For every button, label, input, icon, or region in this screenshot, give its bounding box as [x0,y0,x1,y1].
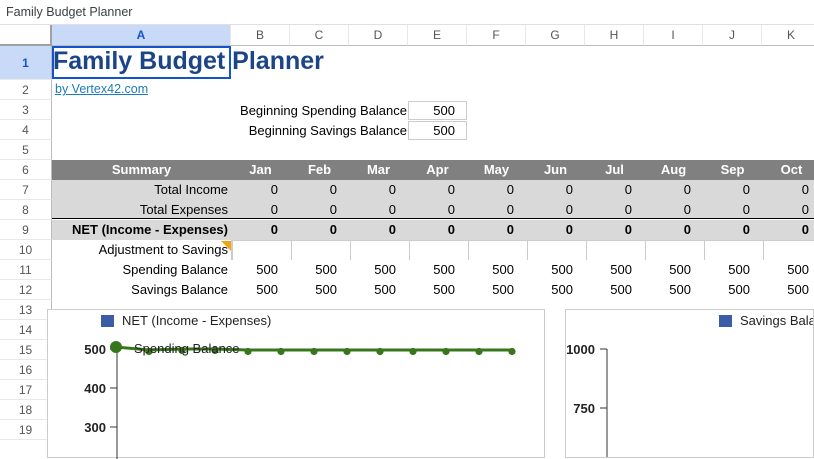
svg-text:750: 750 [573,401,595,416]
svg-text:Spending Balance: Spending Balance [134,341,240,356]
svg-text:1000: 1000 [566,342,595,357]
svg-text:NET (Income - Expenses): NET (Income - Expenses) [122,313,271,328]
svg-text:400: 400 [84,381,106,396]
svg-text:500: 500 [84,342,106,357]
svg-text:Savings Balance: Savings Balance [740,313,814,328]
